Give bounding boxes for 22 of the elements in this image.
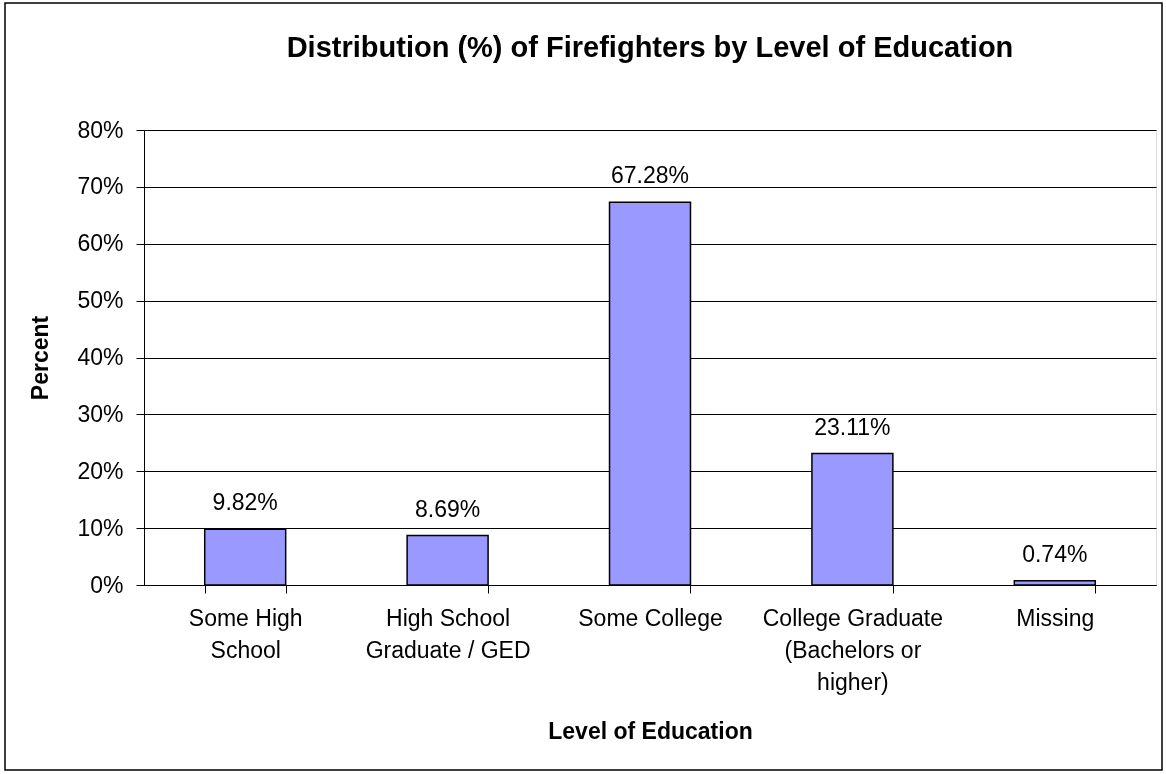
y-tick-label: 70%	[77, 173, 124, 200]
y-tick-label: 20%	[77, 457, 124, 484]
y-tick-label: 40%	[77, 344, 124, 370]
x-tick-label: Some High School	[188, 604, 303, 663]
data-label: 67.28%	[610, 162, 690, 189]
data-label: 0.74%	[1022, 540, 1088, 567]
data-label: 8.69%	[414, 495, 481, 522]
y-tick-label: 10%	[77, 514, 124, 541]
x-tick-label: Some College	[578, 604, 723, 631]
x-tick-label: Missing	[1016, 604, 1095, 631]
y-tick-label: 50%	[77, 287, 124, 314]
x-axis-title: Level of Education	[548, 717, 753, 744]
y-tick-label: 60%	[77, 230, 124, 257]
x-tick-label: College Graduate (Bachelors or higher)	[762, 604, 944, 695]
data-label: 23.11%	[814, 413, 891, 440]
data-label: 9.82%	[212, 489, 278, 516]
y-tick-label: 0%	[90, 571, 124, 598]
x-tick-label: High School Graduate / GED	[365, 604, 531, 663]
chart-title: Distribution (%) of Firefighters by Level of Education	[286, 31, 1014, 64]
y-tick-label: 30%	[77, 400, 124, 427]
y-axis-title: Percent	[26, 315, 53, 401]
y-tick-label: 80%	[77, 116, 124, 143]
